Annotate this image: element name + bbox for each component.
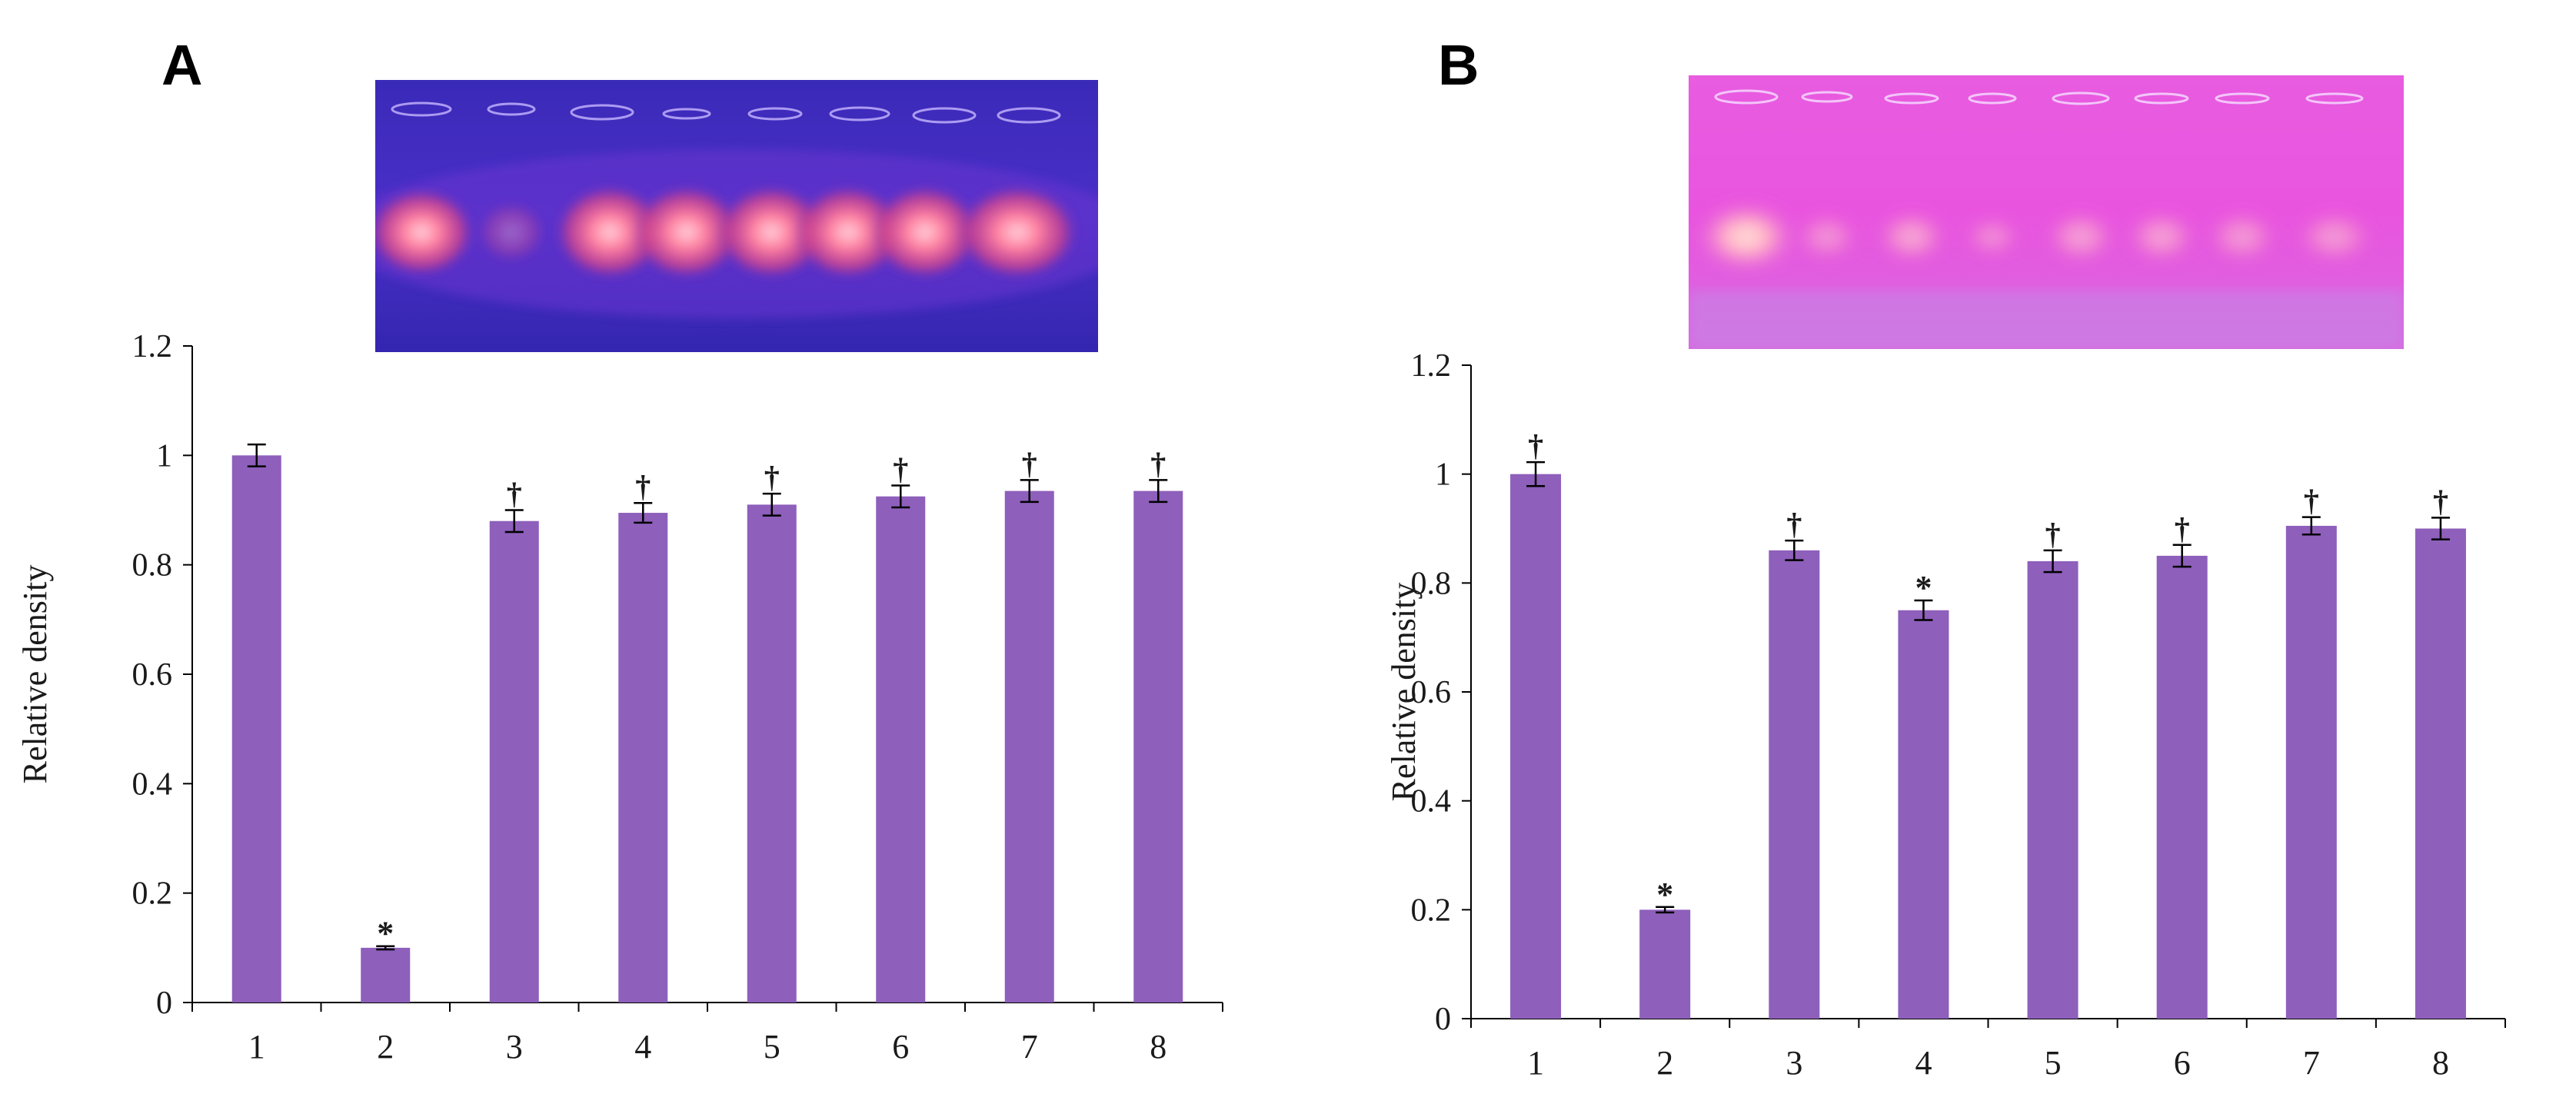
error-bar-6 [891, 484, 910, 509]
x-tick-label: 4 [1915, 1044, 1932, 1082]
x-tick-label: 3 [1786, 1044, 1802, 1082]
panel-label-b: B [1438, 33, 1479, 97]
y-tick-label: 0 [156, 986, 172, 1021]
x-tick-label: 6 [892, 1028, 909, 1066]
x-tick-label: 8 [1150, 1028, 1167, 1066]
significance-mark: * [1915, 569, 1932, 607]
error-bar-3 [1785, 539, 1804, 561]
bar-1 [231, 455, 281, 1003]
error-bar-4 [1914, 599, 1933, 621]
error-bar-2 [1656, 906, 1675, 914]
y-tick-label: 0.4 [132, 766, 173, 802]
error-bar-7 [1020, 479, 1039, 504]
error-bar-2 [376, 945, 395, 951]
error-bar-4 [634, 501, 653, 524]
significance-mark: † [1528, 428, 1543, 463]
x-tick-label: 2 [1656, 1044, 1673, 1082]
y-tick-label: 0.6 [132, 657, 173, 693]
significance-mark: † [1022, 446, 1037, 480]
error-bar-1 [247, 443, 266, 467]
bar-4 [1898, 610, 1949, 1019]
y-tick-label: 0.8 [132, 548, 173, 584]
y-tick-label: 0 [1435, 1002, 1451, 1037]
x-tick-label: 3 [506, 1028, 523, 1066]
significance-mark: † [2433, 484, 2448, 518]
significance-mark: † [507, 477, 522, 511]
error-bar-8 [2431, 517, 2450, 540]
error-bar-5 [762, 492, 781, 517]
significance-mark: † [635, 469, 651, 504]
x-tick-label: 1 [1527, 1044, 1544, 1082]
bar-8 [2415, 528, 2466, 1019]
y-tick-label: 0.2 [132, 876, 173, 912]
bar-chart-a: 0 0.2 0.4 0.6 0.8 1 1.2 Relative density 1 * 2 † 3 † 4… [16, 329, 1223, 1066]
panel-label-a: A [161, 33, 203, 97]
error-bar-7 [2301, 516, 2321, 536]
panel-b: B [1330, 0, 2576, 1094]
significance-mark: † [764, 460, 780, 494]
x-tick-label: 5 [2045, 1044, 2062, 1082]
y-tick-label: 1.2 [1411, 348, 1452, 384]
bar-3 [489, 520, 539, 1003]
error-bar-6 [2172, 544, 2192, 568]
significance-mark: † [1150, 446, 1166, 480]
bar-6 [876, 496, 926, 1003]
y-tick-label: 0.4 [1411, 784, 1452, 820]
bar-chart-b: 0 0.2 0.4 0.6 0.8 1 1.2 Relative density † 1 * 2 † 3 *… [1385, 348, 2506, 1082]
y-tick-label: 1 [1435, 457, 1451, 493]
significance-mark: † [1786, 507, 1802, 541]
bar-7 [2285, 525, 2337, 1019]
significance-mark: † [893, 451, 908, 486]
y-axis-label: Relative density [16, 565, 54, 784]
significance-mark: † [2175, 511, 2190, 546]
bar-3 [1769, 550, 1820, 1019]
error-bar-1 [1526, 461, 1546, 487]
significance-mark: † [2045, 517, 2061, 551]
panel-a: A [0, 0, 1276, 1094]
error-bar-8 [1149, 479, 1168, 504]
bar-1 [1510, 474, 1562, 1019]
bar-5 [2027, 561, 2078, 1019]
y-tick-label: 0.2 [1411, 893, 1452, 928]
x-tick-label: 5 [764, 1028, 780, 1066]
significance-mark: * [377, 915, 394, 953]
y-axis-label: Relative density [1385, 583, 1423, 802]
x-tick-label: 7 [1021, 1028, 1038, 1066]
bar-7 [1004, 490, 1054, 1003]
error-bar-3 [504, 509, 524, 534]
bar-4 [618, 513, 668, 1003]
x-tick-label: 2 [377, 1028, 394, 1066]
bar-2 [361, 947, 411, 1003]
x-tick-label: 6 [2174, 1044, 2191, 1082]
bar-8 [1133, 490, 1183, 1003]
x-tick-label: 1 [248, 1028, 265, 1066]
x-tick-label: 4 [634, 1028, 651, 1066]
y-tick-label: 1.2 [132, 329, 173, 364]
gel-image-a [375, 80, 1098, 352]
y-tick-label: 0.8 [1411, 566, 1452, 601]
significance-mark: * [1656, 876, 1673, 913]
error-bar-5 [2043, 549, 2062, 574]
bar-2 [1639, 909, 1691, 1019]
x-tick-label: 8 [2432, 1044, 2449, 1082]
gel-image-b [1689, 75, 2404, 349]
y-tick-label: 1 [156, 438, 172, 474]
y-tick-label: 0.6 [1411, 675, 1452, 710]
x-tick-label: 7 [2303, 1044, 2320, 1082]
significance-mark: † [2304, 484, 2319, 518]
bar-5 [747, 504, 797, 1003]
bar-6 [2156, 555, 2208, 1019]
